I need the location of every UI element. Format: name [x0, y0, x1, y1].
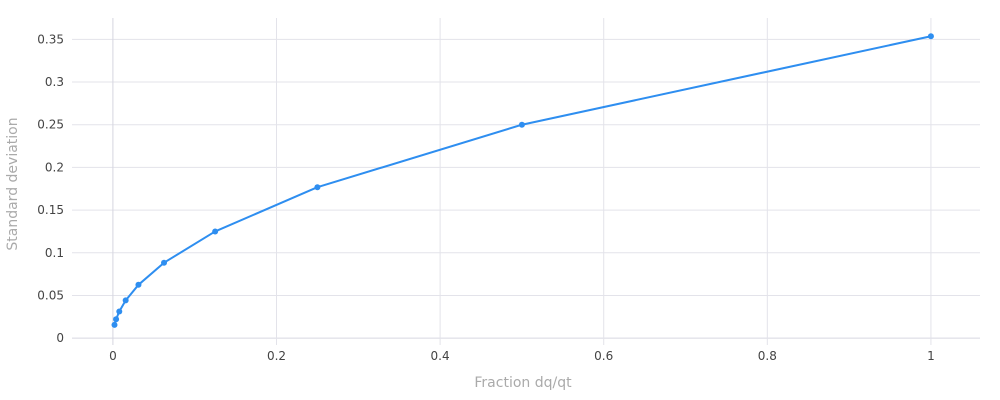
x-axis-title: Fraction dq/qt: [474, 375, 572, 391]
data-point[interactable]: [518, 121, 525, 128]
series-line: [113, 35, 932, 326]
data-point[interactable]: [314, 184, 321, 191]
data-point[interactable]: [161, 259, 168, 266]
y-tick-label: 0.35: [37, 32, 64, 46]
x-tick-label: 0.8: [758, 349, 777, 363]
y-tick-label: 0.2: [45, 160, 64, 174]
y-tick-label: 0.1: [45, 246, 64, 260]
x-tick-label: 1: [927, 349, 935, 363]
x-tick-label: 0: [109, 349, 117, 363]
x-tick-label: 0.4: [431, 349, 450, 363]
y-tick-label: 0.15: [37, 203, 64, 217]
y-tick-label: 0.3: [45, 75, 64, 89]
data-point[interactable]: [113, 316, 120, 323]
x-gridlines: [112, 18, 932, 345]
x-tick-label: 0.2: [267, 349, 286, 363]
data-point[interactable]: [122, 297, 129, 304]
y-tick-label: 0.05: [37, 288, 64, 302]
x-tick-label: 0.6: [594, 349, 613, 363]
y-tick-labels: 0 0.05 0.1 0.15 0.2 0.25 0.3 0.35: [37, 32, 64, 345]
y-gridlines: [72, 38, 980, 339]
y-axis-title: Standard deviation: [5, 117, 21, 250]
data-point[interactable]: [212, 228, 219, 235]
y-tick-label: 0.25: [37, 118, 64, 132]
series-group: [111, 33, 934, 328]
data-point[interactable]: [116, 308, 123, 315]
data-point[interactable]: [927, 33, 934, 40]
y-tick-label: 0: [56, 331, 64, 345]
data-point[interactable]: [111, 321, 118, 328]
x-tick-labels: 0 0.2 0.4 0.6 0.8 1: [109, 349, 935, 363]
data-point[interactable]: [135, 281, 142, 288]
